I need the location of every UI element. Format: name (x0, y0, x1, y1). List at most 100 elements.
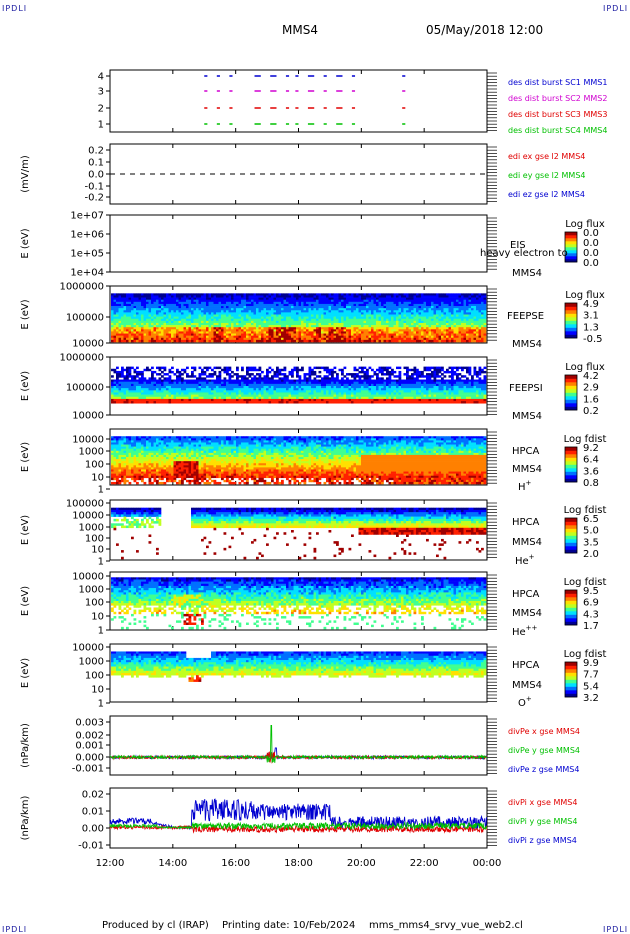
spectro-cell (136, 379, 139, 382)
spectro-cell (378, 325, 382, 328)
spectro-cell (233, 312, 237, 315)
spectro-cell (473, 320, 477, 324)
spectro-cell (161, 310, 164, 313)
spectro-cell (271, 325, 274, 328)
spectro-cell (476, 314, 479, 317)
spectro-cell (396, 301, 399, 305)
spectro-cell (186, 394, 189, 398)
spectro-cell (168, 293, 172, 296)
spectro-cell (263, 335, 267, 339)
spectro-cell (398, 301, 402, 305)
spectro-cell (231, 388, 234, 391)
spectro-cell (238, 327, 242, 330)
spectro-cell (483, 303, 487, 307)
spectro-cell (311, 306, 314, 309)
y-tick-label: 0.001 (75, 741, 104, 752)
spectro-cell (326, 333, 329, 336)
spectro-cell (213, 401, 217, 404)
spectro-cell (203, 331, 207, 334)
spectro-cell (231, 331, 234, 334)
spectro-cell (176, 379, 179, 382)
spectro-cell (313, 308, 317, 311)
spectro-cell (273, 398, 277, 402)
spectro-cell (301, 306, 304, 309)
spectro-cell (116, 401, 119, 404)
y-tick-label: 10 (91, 473, 104, 484)
spectro-cell (381, 322, 384, 326)
spectro-cell (251, 331, 254, 334)
spectro-cell (221, 339, 224, 343)
spectro-cell (241, 396, 244, 400)
spectro-cell (233, 308, 237, 311)
spectro-cell (213, 312, 217, 315)
spectro-cell (148, 314, 152, 317)
spectro-cell (408, 327, 412, 330)
spectro-cell (211, 339, 214, 343)
spectro-cell (176, 297, 179, 300)
spectro-cell (233, 325, 237, 328)
spectro-cell (283, 316, 287, 320)
spectro-cell (146, 303, 149, 307)
spectro-cell (138, 299, 142, 303)
spectro-cell (408, 329, 412, 332)
spectro-cell (338, 329, 342, 332)
spectro-cell (251, 316, 254, 320)
spectro-cell (446, 335, 449, 339)
spectro-cell (288, 335, 292, 339)
spectro-cell (148, 386, 152, 389)
spectro-cell (161, 379, 164, 382)
spectro-cell (351, 299, 354, 303)
spectro-cell (121, 335, 124, 339)
spectro-cell (443, 310, 447, 313)
spectro-cell (211, 392, 214, 395)
spectro-cell (218, 325, 222, 328)
spectro-cell (136, 398, 139, 402)
spectro-cell (448, 310, 452, 313)
corner-label-top-right: IPDLI (603, 4, 629, 13)
spectro-cell (391, 306, 394, 309)
spectro-cell (376, 320, 379, 324)
spectro-cell (343, 301, 347, 305)
spectro-cell (216, 318, 219, 322)
spectro-cell (171, 333, 174, 336)
spectro-cell (223, 339, 227, 343)
spectro-cell (118, 396, 122, 400)
spectro-cell (221, 331, 224, 334)
spectro-cell (323, 331, 327, 334)
spectro-cell (193, 303, 197, 307)
spectro-cell (278, 339, 282, 343)
spectro-cell (453, 318, 457, 322)
spectro-cell (283, 396, 287, 400)
spectro-cell (118, 390, 122, 393)
spectro-cell (368, 320, 372, 324)
spectro-cell (361, 335, 364, 339)
spectro-cell (266, 390, 269, 393)
spectro-cell (401, 314, 404, 317)
spectro-cell (378, 337, 382, 341)
spectro-cell (156, 381, 159, 385)
spectro-cell (128, 329, 132, 332)
spectro-cell (171, 398, 174, 402)
spectro-cell (133, 381, 137, 385)
spectro-cell (366, 339, 369, 343)
spectro-cell (373, 329, 377, 332)
spectro-cell (221, 314, 224, 317)
spectro-cell (258, 379, 262, 382)
spectro-cell (233, 310, 237, 313)
spectro-cell (391, 318, 394, 322)
spectro-cell (231, 394, 234, 398)
spectro-cell (253, 401, 257, 404)
spectro-cell (226, 295, 229, 298)
spectro-cell (378, 327, 382, 330)
spectro-cell (273, 293, 277, 296)
spectro-cell (283, 331, 287, 334)
spectro-cell (168, 320, 172, 324)
spectro-cell (201, 322, 204, 326)
spectro-cell (278, 398, 282, 402)
spectro-cell (218, 383, 222, 387)
spectro-cell (136, 375, 139, 378)
spectro-cell (396, 306, 399, 309)
spectro-cell (351, 308, 354, 311)
spectro-cell (138, 310, 142, 313)
spectro-cell (216, 377, 219, 380)
